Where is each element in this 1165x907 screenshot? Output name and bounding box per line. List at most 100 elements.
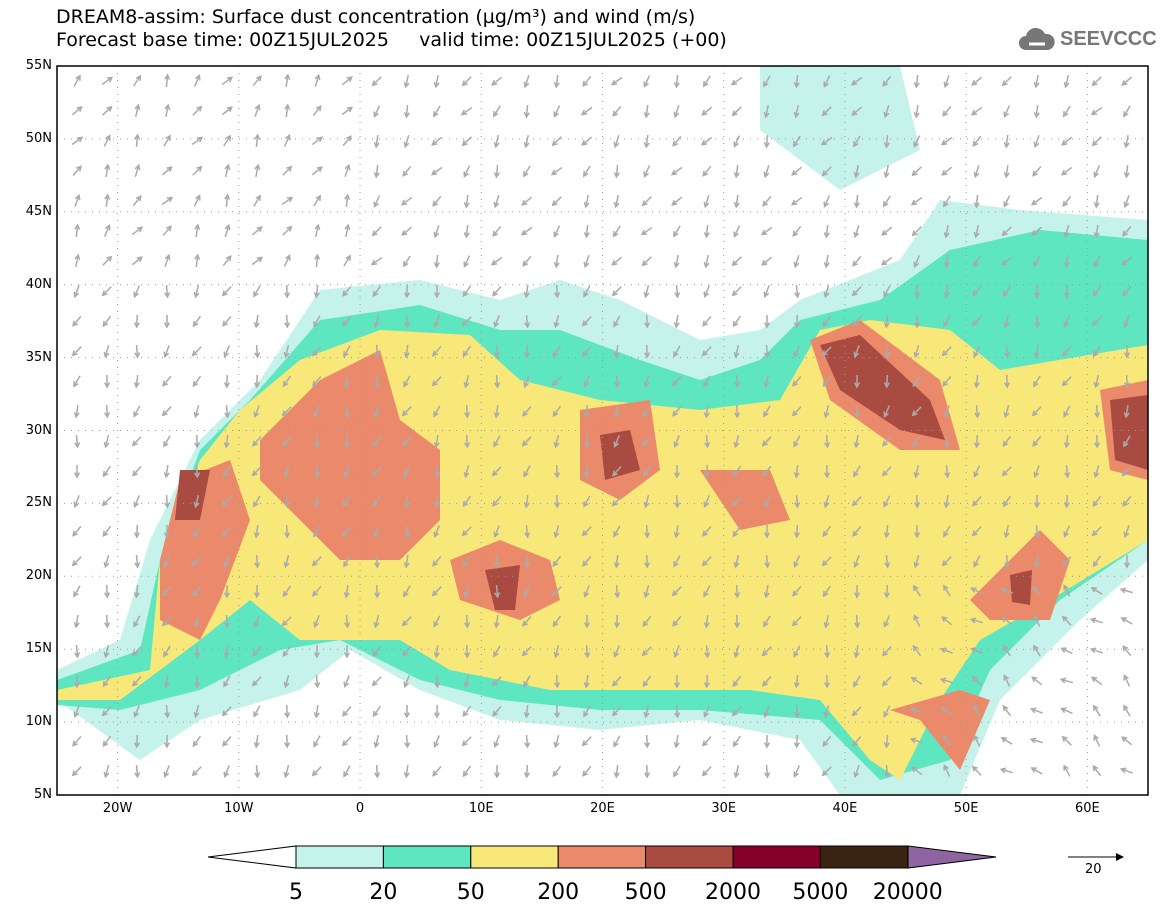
wind-arrow	[372, 705, 382, 718]
wind-arrow	[462, 705, 472, 718]
wind-arrow	[493, 195, 500, 209]
wind-arrow	[161, 406, 172, 417]
wind-arrow	[462, 285, 472, 298]
wind-arrow	[912, 375, 922, 388]
wind-arrow	[403, 104, 410, 119]
wind-arrow	[673, 524, 680, 539]
wind-arrow	[613, 554, 620, 569]
wind-arrow	[74, 193, 81, 207]
wind-arrow	[493, 614, 500, 629]
wind-arrow	[102, 675, 112, 688]
wind-arrow	[823, 404, 830, 419]
wind-arrow	[1034, 314, 1041, 329]
wind-arrow	[464, 434, 471, 449]
wind-arrow	[282, 435, 292, 448]
wind-arrow	[911, 226, 922, 237]
wind-arrow	[883, 405, 891, 418]
wind-arrow	[704, 434, 711, 449]
wind-arrow	[432, 765, 442, 777]
wind-arrow	[343, 374, 350, 389]
wind-arrow	[1003, 524, 1010, 539]
wind-arrow	[194, 674, 201, 689]
wind-arrow	[643, 494, 650, 509]
wind-arrow	[674, 284, 681, 299]
wind-arrow	[104, 193, 111, 208]
lon-label: 10W	[224, 801, 254, 816]
wind-arrow	[222, 525, 232, 537]
wind-arrow	[103, 644, 110, 659]
wind-arrow	[941, 616, 953, 626]
wind-arrow	[161, 616, 172, 627]
wind-arrow	[1033, 284, 1041, 299]
wind-arrow	[341, 736, 352, 747]
wind-arrow	[523, 375, 530, 389]
wind-arrow	[73, 375, 81, 388]
wind-arrow	[523, 764, 530, 779]
wind-arrow	[732, 315, 742, 328]
wind-arrow	[404, 524, 411, 539]
wind-arrow	[701, 106, 713, 116]
wind-arrow	[462, 765, 472, 778]
wind-arrow	[672, 405, 682, 417]
wind-arrow	[1123, 134, 1130, 149]
wind-arrow	[883, 584, 890, 599]
wind-arrow	[431, 586, 442, 597]
wind-arrow	[551, 196, 562, 207]
wind-arrow	[733, 344, 740, 359]
lat-label: 20N	[25, 568, 52, 584]
wind-arrow	[283, 254, 291, 267]
wind-arrow	[193, 494, 200, 509]
wind-arrow	[1062, 105, 1071, 118]
wind-arrow	[344, 193, 351, 208]
wind-arrow	[824, 434, 831, 449]
wind-arrow	[223, 434, 230, 449]
wind-arrow	[432, 195, 442, 207]
wind-arrow	[283, 675, 290, 689]
wind-arrow	[763, 104, 770, 119]
wind-arrow	[133, 74, 142, 87]
wind-arrow	[1003, 164, 1010, 179]
wind-arrow	[1033, 554, 1040, 569]
wind-arrow	[133, 314, 140, 329]
wind-arrow	[999, 767, 1013, 774]
wind-arrow	[1031, 226, 1043, 236]
wind-arrow	[73, 404, 80, 419]
wind-arrow	[911, 406, 922, 417]
wind-arrow	[161, 166, 173, 176]
wind-arrow	[252, 75, 262, 87]
wind-arrow	[402, 645, 412, 657]
wind-arrow	[583, 705, 591, 718]
colorbar-high-triangle	[907, 845, 997, 869]
wind-arrow	[1123, 704, 1131, 717]
wind-arrow	[1063, 315, 1071, 328]
wind-arrow	[282, 375, 292, 388]
wind-arrow	[404, 734, 411, 749]
wind-arrow	[701, 766, 712, 777]
wind-arrow	[910, 196, 923, 206]
wind-arrow	[820, 136, 833, 146]
wind-arrow	[372, 435, 382, 448]
wind-arrow	[133, 374, 140, 389]
wind-arrow	[341, 76, 353, 86]
wind-arrow	[913, 104, 920, 119]
wind-arrow	[72, 165, 82, 177]
wind-arrow	[1063, 405, 1071, 418]
wind-arrow	[552, 345, 562, 358]
wind-arrow	[343, 434, 351, 449]
wind-arrow	[523, 284, 530, 299]
wind-arrow	[101, 706, 112, 717]
wind-arrow	[1089, 617, 1103, 624]
colorbar-swatch	[470, 845, 559, 869]
wind-arrow	[164, 103, 171, 118]
wind-arrow	[583, 194, 590, 209]
wind-arrow	[251, 256, 264, 266]
wind-arrow	[104, 584, 111, 599]
wind-arrow	[223, 345, 231, 358]
wind-arrow	[463, 194, 470, 209]
wind-arrow	[1090, 106, 1103, 116]
wind-arrow	[612, 225, 621, 238]
wind-arrow	[942, 105, 952, 117]
wind-arrow	[523, 75, 530, 89]
wind-arrow	[433, 494, 440, 509]
wind-arrow	[613, 344, 620, 359]
